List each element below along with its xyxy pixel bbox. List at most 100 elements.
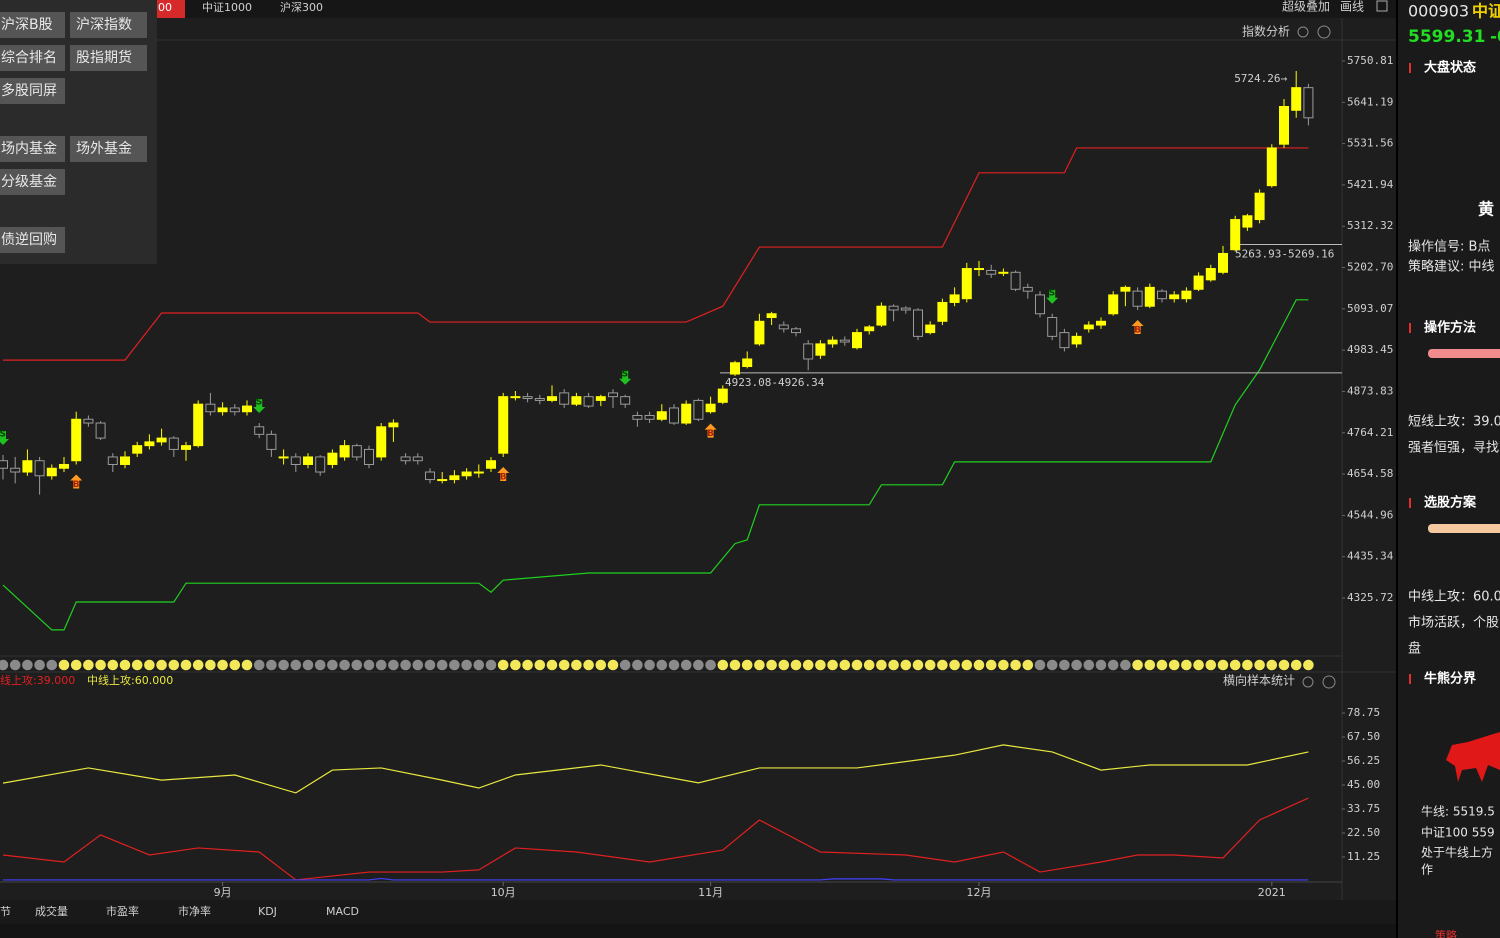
settings-icon[interactable] (1302, 676, 1314, 688)
state-dot (1229, 659, 1241, 671)
menu-button-label[interactable]: 股指期货 (76, 49, 132, 66)
footer[interactable]: 策略 (1435, 928, 1457, 938)
candle-body (205, 403, 216, 413)
menu-button[interactable] (0, 136, 65, 162)
bottom-tab[interactable]: KDJ (258, 905, 277, 918)
state-dot (229, 659, 241, 671)
menu-button[interactable] (0, 45, 65, 71)
candle-body (10, 467, 21, 473)
state-dot (973, 659, 985, 671)
state-dot (473, 659, 485, 671)
help-icon[interactable] (1322, 675, 1336, 689)
candle-body (986, 269, 997, 275)
candle-body (961, 268, 972, 300)
buy-signal (704, 423, 717, 438)
candle-body (339, 445, 350, 458)
candle-body (559, 392, 570, 405)
state-dot (802, 659, 814, 671)
bottom-tab[interactable]: 节 (0, 905, 11, 918)
candle-body (888, 305, 899, 311)
candle-body (486, 460, 496, 469)
candle-body (1096, 320, 1106, 326)
menu-button[interactable] (0, 227, 65, 253)
state-dot (546, 659, 558, 671)
state-dot (144, 659, 155, 671)
settings-icon[interactable] (1297, 26, 1309, 38)
menu-button-label[interactable]: 债逆回购 (1, 232, 57, 248)
price: 5599.31 (1408, 27, 1485, 47)
level-label: 5263.93-5269.16 (1235, 247, 1334, 260)
x-tick-label: 10月 (491, 886, 516, 899)
menu-button-label[interactable]: 分级基金 (1, 173, 57, 190)
bottom-tab[interactable]: 市盈率 (106, 904, 139, 918)
window-icon[interactable] (1376, 0, 1388, 12)
y-tick-label: 5202.70 (1347, 261, 1393, 274)
menu-button-label[interactable]: 沪深指数 (76, 17, 132, 33)
state-dot (1156, 659, 1168, 671)
help-icon[interactable] (1317, 25, 1331, 39)
state-dot (632, 659, 643, 671)
candle-body (1230, 219, 1241, 251)
candle-body (608, 392, 618, 398)
candle-body (95, 422, 106, 439)
active-tab[interactable] (155, 0, 185, 18)
y-tick-label: 33.75 (1347, 802, 1380, 815)
x-tick-label: 2021 (1258, 886, 1286, 899)
candle-body (168, 437, 179, 450)
menu-button-label[interactable]: 沪深B股 (1, 17, 53, 33)
menu-button-label[interactable]: 多股同屏 (1, 82, 57, 99)
y-tick-label: 5641.19 (1347, 95, 1393, 108)
candle-body (1022, 286, 1033, 292)
menu-button[interactable] (70, 12, 147, 38)
candle-body (791, 328, 801, 334)
bull-icon (1446, 732, 1500, 782)
state-dot (339, 659, 350, 671)
candle-body (120, 456, 130, 465)
bottom-tab[interactable]: 成交量 (35, 904, 68, 918)
candle-body (717, 388, 728, 403)
state-dot (1107, 659, 1119, 671)
candle-body (766, 313, 777, 319)
menu-button[interactable] (0, 78, 65, 104)
state-dot (9, 659, 21, 671)
tool[interactable]: 画线 (1340, 0, 1364, 14)
state-dot (1071, 659, 1082, 671)
candle-body (632, 414, 643, 420)
sell-signal (1046, 289, 1059, 304)
state-dot (388, 659, 399, 671)
state-dot (851, 659, 863, 671)
state-dot (70, 659, 82, 671)
tab[interactable]: 00 (158, 1, 172, 14)
bottom-tab[interactable]: MACD (326, 905, 359, 918)
bottom-tab[interactable]: 市净率 (178, 904, 211, 918)
method: 短线上攻：39.0 (1408, 415, 1500, 430)
tab[interactable]: 中证1000 (202, 1, 252, 14)
tab[interactable]: 沪深300 (280, 0, 323, 14)
state-dot (107, 659, 119, 671)
candle-body (1132, 290, 1143, 307)
candle-body (803, 343, 814, 360)
menu-panel (0, 0, 157, 264)
candle-body (510, 396, 521, 399)
menu-button[interactable] (0, 12, 65, 38)
peak-label: 5724.26→ (1234, 72, 1287, 85)
menu-button-label[interactable]: 场内基金 (1, 140, 57, 157)
candle-body (620, 396, 631, 405)
menu-button[interactable] (0, 169, 65, 195)
state-dot (888, 659, 899, 671)
state-dot (571, 659, 582, 671)
candle-body (571, 396, 582, 405)
menu-button-label[interactable]: 场外基金 (76, 140, 132, 157)
candle-body (181, 445, 191, 450)
candle-body (742, 358, 753, 368)
menu-button[interactable] (70, 136, 147, 162)
sell-signal (619, 370, 632, 385)
state-dot (937, 659, 948, 671)
state-dot (1217, 659, 1229, 671)
menu-button[interactable] (70, 45, 147, 71)
menu-button-label[interactable]: 综合排名 (1, 50, 57, 66)
tool[interactable]: 超级叠加 (1282, 0, 1330, 14)
state-dot (485, 659, 497, 671)
y-tick-label: 5750.81 (1347, 54, 1393, 67)
